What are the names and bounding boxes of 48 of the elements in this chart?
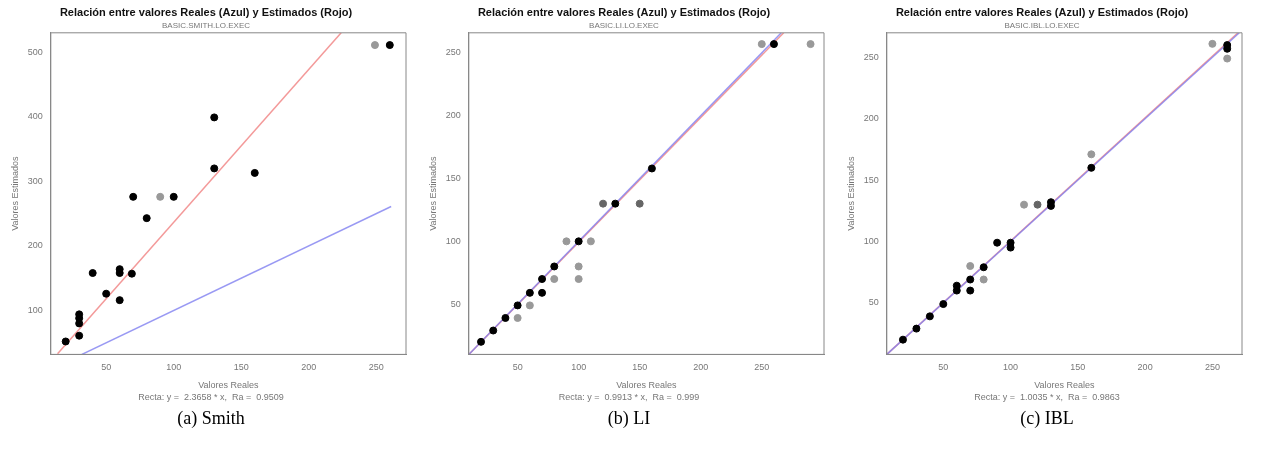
- chart-subtitle: BASIC.IBL.LO.EXEC: [1004, 21, 1080, 31]
- x-tick-label: 100: [166, 362, 182, 373]
- text: Recta: y = 1.0035 * x, Ra = 0.9863: [973, 392, 1121, 402]
- x-axis-title: Valores Reales: [1034, 380, 1096, 391]
- y-tick-label: 150: [445, 173, 461, 184]
- y-tick-label: 300: [27, 175, 43, 186]
- x-tick-label: 150: [1070, 362, 1086, 373]
- x-tick-label: 200: [693, 362, 709, 373]
- y-tick-label: 200: [445, 110, 461, 121]
- x-tick-label: 200: [301, 362, 317, 373]
- chart-title: Relación entre valores Reales (Azul) y Estimados (Rojo): [477, 5, 771, 18]
- y-tick-label: 250: [445, 47, 461, 58]
- x-tick-label: 50: [101, 362, 112, 373]
- text: (a) Smith: [176, 408, 246, 429]
- text: (c) IBL: [1019, 408, 1075, 429]
- x-tick-label: 200: [1137, 362, 1153, 373]
- text: Recta: y = 2.3658 * x, Ra = 0.9509: [137, 392, 285, 402]
- y-tick-label: 200: [27, 240, 43, 251]
- y-tick-label: 250: [863, 51, 879, 62]
- y-tick-label: 100: [27, 304, 43, 315]
- y-tick-label: 50: [450, 298, 461, 309]
- x-tick-label: 50: [938, 362, 949, 373]
- x-tick-label: 150: [632, 362, 648, 373]
- chart-subtitle: BASIC.SMITH.LO.EXEC: [161, 21, 251, 31]
- x-axis-title: Valores Reales: [198, 380, 260, 391]
- y-tick-label: 100: [863, 235, 879, 246]
- x-tick-label: 250: [1204, 362, 1220, 373]
- text: Recta: y = 0.9913 * x, Ra = 0.999: [557, 392, 701, 402]
- y-tick-label: 500: [27, 46, 43, 57]
- chart-title: Relación entre valores Reales (Azul) y Estimados (Rojo): [59, 5, 353, 18]
- x-tick-label: 150: [233, 362, 249, 373]
- y-tick-label: 150: [863, 174, 879, 185]
- chart-subtitle: BASIC.LI.LO.EXEC: [589, 21, 660, 31]
- y-tick-label: 200: [863, 113, 879, 124]
- chart-title: Relación entre valores Reales (Azul) y Estimados (Rojo): [895, 5, 1189, 18]
- y-tick-label: 400: [27, 111, 43, 122]
- text: (b) LI: [606, 408, 652, 429]
- y-axis-title: Valores Estimados: [845, 155, 856, 231]
- x-tick-label: 250: [368, 362, 384, 373]
- y-tick-label: 100: [445, 235, 461, 246]
- x-axis-title: Valores Reales: [616, 380, 678, 391]
- y-axis-title: Valores Estimados: [9, 155, 20, 231]
- x-tick-label: 100: [1003, 362, 1019, 373]
- x-tick-label: 100: [571, 362, 587, 373]
- y-tick-label: 50: [868, 297, 879, 308]
- x-tick-label: 250: [754, 362, 770, 373]
- x-tick-label: 50: [512, 362, 523, 373]
- y-axis-title: Valores Estimados: [427, 155, 438, 231]
